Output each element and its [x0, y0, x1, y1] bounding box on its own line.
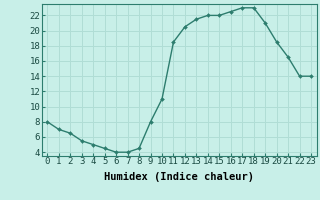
- X-axis label: Humidex (Indice chaleur): Humidex (Indice chaleur): [104, 172, 254, 182]
